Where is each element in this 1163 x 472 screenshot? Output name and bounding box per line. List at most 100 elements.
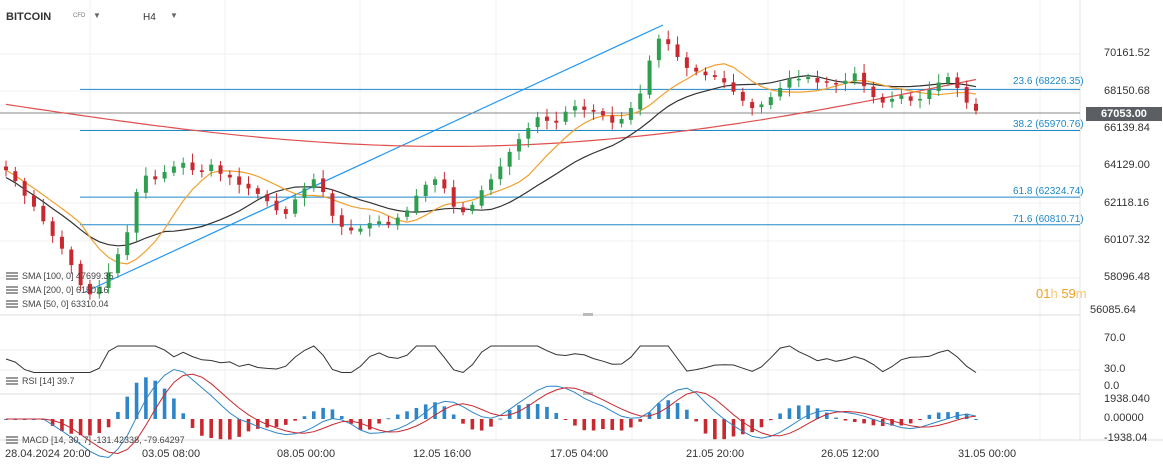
macd-histogram-bar xyxy=(284,419,288,425)
time-axis-label: 03.05 08:00 xyxy=(142,448,201,460)
candle-body xyxy=(918,98,923,101)
menu-icon[interactable] xyxy=(6,436,18,444)
candle-body xyxy=(134,192,139,233)
timeframe-dropdown-icon[interactable]: ▼ xyxy=(170,11,178,20)
candle-body xyxy=(461,207,466,213)
candle-body xyxy=(69,249,74,266)
menu-icon[interactable] xyxy=(6,300,18,308)
candle-body xyxy=(908,96,913,101)
price-axis-label: 64129.00 xyxy=(1104,159,1150,171)
candle-body xyxy=(31,195,36,207)
candle-body xyxy=(87,283,92,295)
macd-histogram-bar xyxy=(69,419,74,434)
time-axis-label: 26.05 12:00 xyxy=(821,448,880,460)
legend-sma50[interactable]: SMA [50, 0] 63310.04 xyxy=(6,299,109,309)
menu-icon[interactable] xyxy=(6,272,18,280)
macd-histogram-bar xyxy=(162,388,167,419)
candle-body xyxy=(675,44,680,57)
macd-signal-line xyxy=(6,373,977,455)
candle-body xyxy=(377,221,382,225)
symbol-dropdown-icon[interactable]: ▼ xyxy=(93,11,101,20)
candle-body xyxy=(684,57,689,68)
macd-pane xyxy=(4,368,978,459)
pane-resize-handle[interactable] xyxy=(583,392,593,395)
symbol-type: CFD xyxy=(73,13,86,19)
sma200-line xyxy=(5,78,977,147)
candle-body xyxy=(610,115,615,123)
legend-rsi[interactable]: RSI [14] 39.7 xyxy=(6,376,75,386)
legend-macd[interactable]: MACD [14, 30, 7] -131.42338, -79.64297 xyxy=(6,435,185,445)
candle-body xyxy=(97,287,102,295)
sma100-line xyxy=(5,74,977,247)
candle-body xyxy=(843,80,848,85)
macd-histogram-bar xyxy=(78,419,83,436)
candle-body xyxy=(283,209,288,214)
candle-body xyxy=(563,111,568,122)
legend-sma100[interactable]: SMA [100, 0] 47699.35 xyxy=(6,271,114,281)
fibonacci-retracement[interactable] xyxy=(80,88,1080,226)
macd-histogram-bar xyxy=(116,412,120,419)
sma50-line xyxy=(5,63,977,265)
pane-resize-handle[interactable] xyxy=(583,313,593,316)
symbol-name[interactable]: BITCOIN xyxy=(6,11,52,23)
candle-body xyxy=(955,77,960,88)
macd-histogram-bar xyxy=(106,419,111,428)
macd-histogram-bar xyxy=(395,414,400,419)
candle-body xyxy=(722,78,727,83)
menu-icon[interactable] xyxy=(6,286,18,294)
candle-body xyxy=(572,106,577,111)
macd-histogram-bar xyxy=(358,419,363,430)
candle-body xyxy=(265,194,270,202)
candle-body xyxy=(125,232,130,256)
timer-hours-unit: h xyxy=(1050,286,1058,301)
fib-level-label: 71.6 (60810.71) xyxy=(1013,214,1084,225)
legend-sma200[interactable]: SMA [200, 0] 6150.16 xyxy=(6,285,109,295)
macd-histogram-bar xyxy=(629,419,633,428)
candle-body xyxy=(339,215,344,227)
time-axis-label: 17.05 04:00 xyxy=(550,448,609,460)
macd-histogram-bar xyxy=(806,405,810,419)
time-axis-label: 08.05 00:00 xyxy=(277,448,336,460)
candle-body xyxy=(936,82,941,91)
macd-histogram-bar xyxy=(946,412,950,419)
macd-axis-label: 1938.040 xyxy=(1104,393,1150,405)
rsi-line xyxy=(5,345,977,374)
macd-histogram-bar xyxy=(237,419,241,437)
time-axis-label: 21.05 20:00 xyxy=(686,448,745,460)
macd-histogram-bar xyxy=(321,407,325,419)
macd-histogram-bar xyxy=(964,413,969,419)
candle-body xyxy=(526,128,531,139)
timeframe-selector[interactable]: H4 xyxy=(143,12,156,23)
macd-histogram-bar xyxy=(563,419,568,420)
candle-body xyxy=(628,108,633,120)
macd-histogram-bar xyxy=(591,419,596,431)
macd-histogram-bar xyxy=(88,419,92,436)
timer-hours: 01 xyxy=(1036,286,1051,301)
candle-body xyxy=(199,170,204,172)
candle-body xyxy=(302,188,307,199)
price-axis-label: 62118.16 xyxy=(1104,197,1150,209)
candle-body xyxy=(386,221,391,225)
candle-body xyxy=(750,102,755,109)
macd-histogram-bar xyxy=(601,419,605,430)
macd-histogram-bar xyxy=(638,419,643,422)
legend-sma100-label: SMA [100, 0] 47699.35 xyxy=(22,271,114,281)
trendline[interactable] xyxy=(84,24,664,293)
rsi-axis-label: 30.0 xyxy=(1104,363,1126,375)
macd-histogram-bar xyxy=(927,414,932,419)
candle-body xyxy=(349,227,354,231)
macd-histogram-bar xyxy=(666,400,671,419)
candle-body xyxy=(358,228,363,232)
legend-rsi-label: RSI [14] 39.7 xyxy=(22,376,75,386)
macd-histogram-bar xyxy=(778,413,782,419)
menu-icon[interactable] xyxy=(6,377,18,385)
candle-body xyxy=(489,179,493,190)
price-axis-label: 58096.48 xyxy=(1104,271,1150,283)
candle-body xyxy=(470,204,475,212)
candle-body xyxy=(246,183,251,189)
time-axis-label: 28.04.2024 20:00 xyxy=(5,448,91,460)
candle-body xyxy=(22,181,27,196)
fib-level-label: 38.2 (65970.76) xyxy=(1013,119,1084,130)
